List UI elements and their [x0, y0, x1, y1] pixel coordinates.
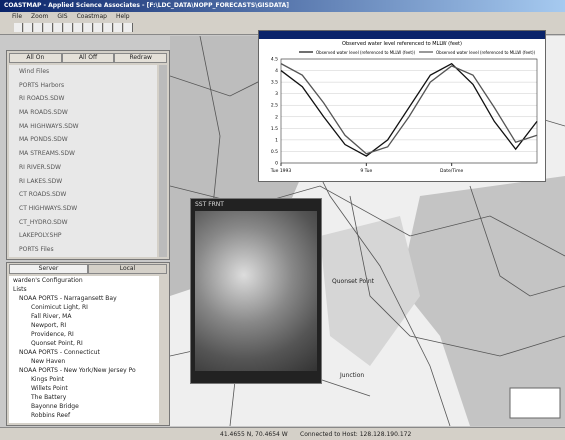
tree-item[interactable]: NOAA PORTS - Connecticut	[9, 348, 159, 357]
layer-item[interactable]: PORTS Files	[9, 243, 157, 257]
menu-item[interactable]: File	[12, 12, 22, 22]
layer-item[interactable]: MA PONDS.SDW	[9, 133, 157, 147]
tree-item[interactable]: warden's Configuration	[9, 276, 159, 285]
image-window: SST FRNT	[190, 198, 322, 384]
layer-item[interactable]: RI LAKES.SDW	[9, 175, 157, 189]
menu-item[interactable]: Help	[116, 12, 130, 22]
map-label: Quonset Point	[332, 278, 374, 285]
tree-item[interactable]: NOAA PORTS - New York/New Jersey Po	[9, 366, 159, 375]
status-text: 41.4655 N, 70.4654 W	[220, 431, 288, 438]
button[interactable]: Redraw	[114, 53, 167, 63]
window-title: COASTMAP - Applied Science Associates - …	[4, 2, 289, 9]
status-bar: 41.4655 N, 70.4654 W Connected to Host: 1…	[0, 427, 565, 440]
legend-label: Observed water level (referenced to MLLW…	[436, 50, 536, 55]
layer-item[interactable]: CT_HYDRO.SDW	[9, 216, 157, 230]
menu-bar: File Zoom GIS Coastmap Help	[0, 12, 565, 22]
tree-item[interactable]: New Haven	[9, 357, 159, 366]
tree-item[interactable]: Quonset Point, RI	[9, 339, 159, 348]
tree-item[interactable]: Kings Point	[9, 375, 159, 384]
y-tick-label: 1	[275, 137, 278, 143]
layer-item[interactable]: LAKEPOLY.SHP	[9, 229, 157, 243]
y-tick-label: 2.5	[271, 103, 278, 109]
layer-item[interactable]: MA HIGHWAYS.SDW	[9, 120, 157, 134]
tab[interactable]: Local	[88, 264, 167, 274]
button[interactable]: All Off	[62, 53, 115, 63]
y-tick-label: 3	[275, 91, 278, 97]
satellite-image	[195, 211, 317, 371]
layer-item[interactable]: Wind Files	[9, 65, 157, 79]
tree-item[interactable]: Robbins Reef	[9, 411, 159, 420]
layer-item[interactable]: RI RIVER.SDW	[9, 161, 157, 175]
menu-item[interactable]: GIS	[57, 12, 67, 22]
y-tick-label: 3.5	[271, 80, 278, 86]
layer-item[interactable]: CT ROADS.SDW	[9, 188, 157, 202]
tree-item[interactable]: The Battery	[9, 393, 159, 402]
tree-item[interactable]: Willets Point	[9, 384, 159, 393]
tree-item[interactable]: Fall River, MA	[9, 312, 159, 321]
scrollbar[interactable]	[159, 65, 167, 257]
button[interactable]: All On	[9, 53, 62, 63]
map-label: Junction	[340, 372, 364, 379]
x-tick-label: Date/Time	[440, 168, 464, 174]
layer-item[interactable]: MA ROADS.SDW	[9, 106, 157, 120]
tree-item[interactable]: Conimicut Light, RI	[9, 303, 159, 312]
plot-window: Observed water level referenced to MLLW …	[258, 30, 546, 182]
status-text: Connected to Host: 128.128.190.172	[300, 431, 411, 438]
layer-item[interactable]: CT HIGHWAYS.SDW	[9, 202, 157, 216]
x-tick-label: Tue 1993	[270, 168, 292, 174]
menu-item[interactable]: Zoom	[31, 12, 48, 22]
x-tick-label: 9 Tue	[360, 168, 372, 174]
legend-box	[510, 388, 560, 418]
layer-item[interactable]: MA STREAMS.SDW	[9, 147, 157, 161]
menu-item[interactable]: Coastmap	[77, 12, 107, 22]
tree-item[interactable]: Providence, RI	[9, 330, 159, 339]
title-bar: COASTMAP - Applied Science Associates - …	[0, 0, 565, 12]
tree-item[interactable]: NOAA PORTS - Narragansett Bay	[9, 294, 159, 303]
y-tick-label: 2	[275, 114, 278, 120]
series-line	[281, 64, 537, 156]
tree-item[interactable]: Bayonne Bridge	[9, 402, 159, 411]
tab[interactable]: Server	[9, 264, 88, 274]
layer-item[interactable]: RI ROADS.SDW	[9, 92, 157, 106]
y-tick-label: 1.5	[271, 126, 278, 132]
plot-title-bar	[259, 31, 545, 39]
plot-title: Observed water level referenced to MLLW …	[342, 41, 462, 47]
legend-label: Observed water level (referenced to MLLW…	[316, 50, 416, 55]
y-tick-label: 4	[275, 68, 278, 74]
screenshot: COASTMAP - Applied Science Associates - …	[0, 0, 565, 440]
tree-item[interactable]: Newport, RI	[9, 321, 159, 330]
y-tick-label: 0.5	[271, 149, 278, 155]
tree-item[interactable]: Lists	[9, 285, 159, 294]
toolbar-icons[interactable]	[14, 23, 134, 32]
y-tick-label: 0	[275, 161, 278, 167]
layer-item[interactable]: PORTS Harbors	[9, 79, 157, 93]
y-tick-label: 4.5	[271, 57, 278, 63]
image-title: SST FRNT	[195, 201, 224, 208]
